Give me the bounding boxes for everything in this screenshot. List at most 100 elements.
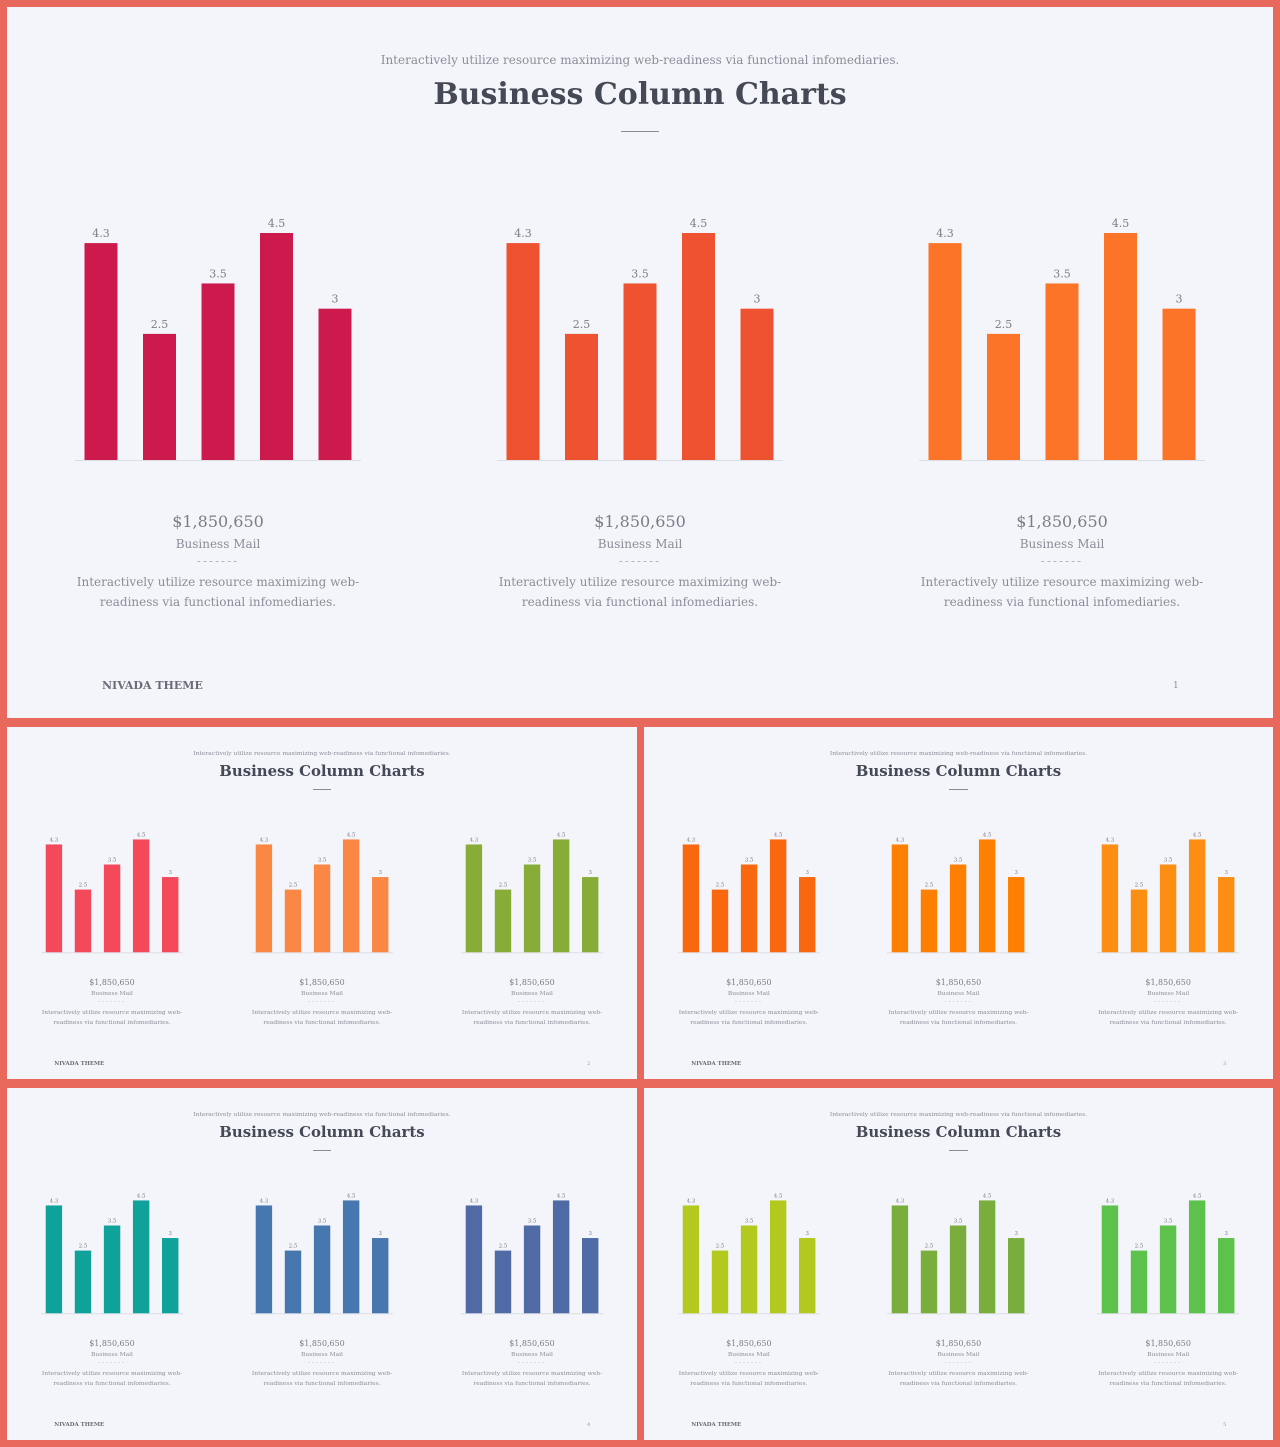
divider-dashes: ------- xyxy=(1154,1358,1183,1366)
bar-value-label: 3.5 xyxy=(318,857,327,863)
description-line-2: readiness via functional infomediaries. xyxy=(53,1379,171,1387)
description-line-1: Interactively utilize resource maximizin… xyxy=(678,1369,819,1377)
bar-value-label: 3.5 xyxy=(954,857,963,863)
column-chart-1: 4.3HG2.5PO3.5MN4.5CD3SL xyxy=(75,217,361,461)
description-line-2: readiness via functional infomediaries. xyxy=(99,595,337,609)
amount-value: $1,850,650 xyxy=(726,1338,772,1348)
bar-value-label: 4.5 xyxy=(557,832,566,838)
chart-info-3: $1,850,650 Business Mail ------- Interactiv… xyxy=(457,977,606,1028)
bar-value-label: 3.5 xyxy=(108,857,117,863)
slide-subtitle: Interactively utilize resource maximizin… xyxy=(829,1110,1088,1118)
description-line-1: Interactively utilize resource maximizin… xyxy=(461,1369,603,1377)
chart-info-3: $1,850,650 Business Mail ------- Interactiv… xyxy=(912,510,1212,612)
bar-value-label: 3 xyxy=(1225,1231,1229,1237)
chart-info-2: $1,850,650 Business Mail ------- Interactiv… xyxy=(247,1338,396,1389)
amount-value: $1,850,650 xyxy=(172,512,264,531)
bar-sl xyxy=(1008,1237,1025,1314)
description-line-2: readiness via functional infomediaries. xyxy=(473,1018,591,1026)
divider-dashes: ------- xyxy=(1040,554,1084,568)
bar-value-label: 2.5 xyxy=(925,882,934,888)
bar-value-label: 3 xyxy=(332,293,339,306)
column-chart-1: 4.3HG2.5PO3.5MN4.5CD3SL xyxy=(677,832,820,954)
bar-value-label: 3.5 xyxy=(209,267,227,280)
bar-value-label: 4.5 xyxy=(557,1193,566,1199)
mail-label: Business Mail xyxy=(1147,989,1190,997)
bar-po xyxy=(921,1250,938,1314)
brand-name: NIVADA THEME xyxy=(691,1421,742,1428)
bar-po xyxy=(74,889,92,953)
description-line-2: readiness via functional infomediaries. xyxy=(690,1379,808,1387)
mail-label: Business Mail xyxy=(90,1350,133,1358)
bar-sl xyxy=(371,876,389,953)
slide-1: Interactively utilize resource maximizin… xyxy=(7,7,1273,718)
bar-value-label: 3.5 xyxy=(954,1218,963,1224)
title-underline xyxy=(312,1149,332,1151)
description-line-2: readiness via functional infomediaries. xyxy=(1109,1018,1227,1026)
bar-value-label: 4.3 xyxy=(49,837,58,843)
description-line-1: Interactively utilize resource maximizin… xyxy=(41,1369,183,1377)
slide-subtitle: Interactively utilize resource maximizin… xyxy=(193,749,451,757)
bar-value-label: 3.5 xyxy=(318,1218,327,1224)
bar-po xyxy=(494,1250,512,1314)
chart-info-2: $1,850,650 Business Mail ------- Interactiv… xyxy=(884,1338,1033,1389)
bar-value-label: 2.5 xyxy=(289,882,298,888)
bar-po xyxy=(921,889,938,953)
column-chart-3: 4.3HG2.5PO3.5MN4.5CD3SL xyxy=(1097,1193,1240,1315)
amount-value: $1,850,650 xyxy=(509,977,555,987)
bar-mn xyxy=(1159,864,1177,953)
divider-dashes: ------- xyxy=(517,997,547,1005)
bar-sl xyxy=(161,876,179,953)
amount-value: $1,850,650 xyxy=(726,977,772,987)
description-line-2: readiness via functional infomediaries. xyxy=(899,1379,1018,1387)
slide-subtitle: Interactively utilize resource maximizin… xyxy=(193,1110,451,1118)
title-underline xyxy=(312,788,332,790)
bar-sl xyxy=(371,1237,389,1314)
bar-value-label: 4.5 xyxy=(983,832,992,838)
bar-mn xyxy=(313,864,331,953)
column-chart-1: 4.3HG2.5PO3.5MN4.5CD3SL xyxy=(40,1193,184,1315)
bar-po xyxy=(284,889,302,953)
bar-value-label: 3.5 xyxy=(528,1218,537,1224)
bar-value-label: 3 xyxy=(588,870,592,876)
divider-dashes: ------- xyxy=(734,997,763,1005)
bar-mn xyxy=(313,1225,331,1314)
divider-dashes: ------- xyxy=(196,554,240,568)
mail-label: Business Mail xyxy=(510,1350,553,1358)
column-chart-2: 4.3HG2.5PO3.5MN4.5CD3SL xyxy=(887,1193,1030,1315)
column-chart-2: 4.3HG2.5PO3.5MN4.5CD3SL xyxy=(250,832,394,954)
slide-subtitle: Interactively utilize resource maximizin… xyxy=(380,53,900,67)
slide-2: Interactively utilize resource maximizin… xyxy=(7,727,637,1079)
bar-value-label: 2.5 xyxy=(499,1243,508,1249)
mail-label: Business Mail xyxy=(597,537,683,551)
bar-value-label: 4.3 xyxy=(1106,837,1115,843)
page-number: 5 xyxy=(1223,1422,1227,1428)
description-line-2: readiness via functional infomediaries. xyxy=(899,1018,1018,1026)
bar-cd xyxy=(769,1200,787,1314)
bar-mn xyxy=(523,1225,541,1314)
description-line-1: Interactively utilize resource maximizin… xyxy=(461,1008,603,1016)
title-underline xyxy=(621,131,659,132)
bar-cd xyxy=(552,839,570,953)
chart-info-1: $1,850,650 Business Mail ------- Interactiv… xyxy=(37,977,186,1028)
bar-value-label: 4.3 xyxy=(514,227,532,240)
bar-value-label: 4.5 xyxy=(1193,832,1202,838)
bar-hg xyxy=(682,844,699,953)
bar-sl xyxy=(581,1237,599,1314)
bar-hg xyxy=(255,1205,273,1314)
brand-name: NIVADA THEME xyxy=(54,1421,105,1428)
bar-sl xyxy=(798,876,816,953)
bar-po xyxy=(284,1250,302,1314)
bar-value-label: 3 xyxy=(168,1231,172,1237)
bar-hg xyxy=(682,1205,699,1314)
bar-cd xyxy=(260,233,293,460)
description-line-2: readiness via functional infomediaries. xyxy=(521,595,759,609)
bar-value-label: 2.5 xyxy=(1135,882,1144,888)
amount-value: $1,850,650 xyxy=(935,977,982,987)
bar-value-label: 4.5 xyxy=(137,832,146,838)
bar-value-label: 4.5 xyxy=(983,1193,992,1199)
bar-mn xyxy=(1159,1225,1177,1314)
bar-cd xyxy=(769,839,787,953)
bar-po xyxy=(74,1250,92,1314)
page-number: 4 xyxy=(587,1422,591,1428)
bar-mn xyxy=(740,864,758,953)
